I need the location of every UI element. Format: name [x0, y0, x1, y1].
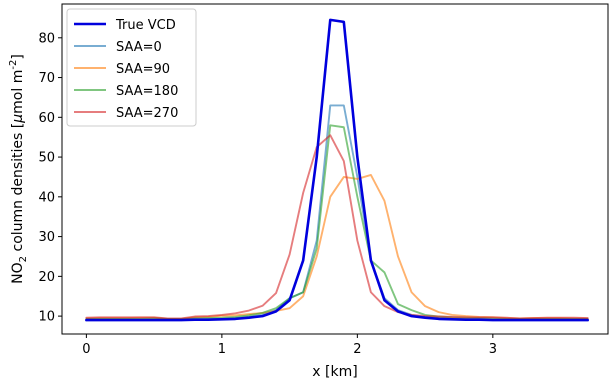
y-axis-label-superscript: -2 — [8, 60, 19, 70]
y-tick-label: 50 — [38, 151, 55, 166]
legend-box — [66, 8, 197, 127]
x-axis-label: x [km] — [312, 364, 357, 380]
x-tick-label: 3 — [489, 342, 497, 357]
y-tick-label: 80 — [38, 31, 55, 46]
y-axis-label-prefix: NO — [10, 262, 26, 284]
legend-label: SAA=90 — [116, 62, 170, 77]
y-axis-label-suffix: ] — [10, 54, 26, 59]
y-axis-label-unit: mol m — [10, 70, 26, 114]
x-tick-label: 1 — [218, 342, 226, 357]
legend-label: SAA=0 — [116, 40, 162, 55]
y-axis-label-middle: column densities [ — [10, 123, 26, 256]
y-axis-ticks: 10 20 30 40 50 60 70 80 — [38, 31, 62, 325]
legend-items: True VCD SAA=0 SAA=90 SAA=180 SAA=270 — [74, 18, 178, 121]
y-axis-label-subscript: 2 — [18, 256, 29, 262]
legend-label: SAA=270 — [116, 106, 178, 121]
y-tick-label: 10 — [38, 310, 55, 325]
y-tick-label: 70 — [38, 71, 55, 86]
y-tick-label: 20 — [38, 270, 55, 285]
x-tick-label: 2 — [353, 342, 361, 357]
legend-label: True VCD — [115, 18, 176, 33]
y-tick-label: 40 — [38, 190, 55, 205]
series-line-4 — [85, 134, 589, 320]
series-line-0 — [85, 18, 589, 322]
x-axis-ticks: 0 1 2 3 — [82, 334, 497, 357]
y-tick-label: 30 — [38, 230, 55, 245]
y-axis-label-mu: μ — [10, 114, 26, 124]
plot-frame — [61, 3, 609, 335]
series-layer — [85, 18, 589, 322]
y-axis-label: NO2 column densities [μmol m-2] — [8, 54, 29, 284]
legend-label: SAA=180 — [116, 84, 178, 99]
y-tick-label: 60 — [38, 111, 55, 126]
legend: True VCD SAA=0 SAA=90 SAA=180 SAA=270 — [66, 8, 197, 127]
x-tick-label: 0 — [82, 342, 90, 357]
